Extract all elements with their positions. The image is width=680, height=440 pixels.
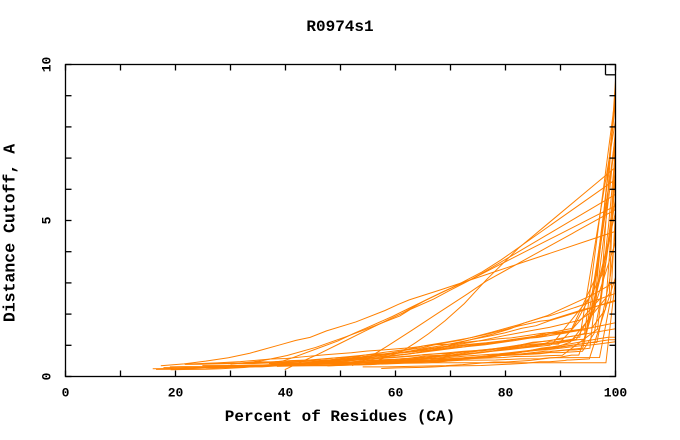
svg-text:5: 5	[40, 216, 55, 224]
svg-text:0: 0	[40, 372, 55, 380]
svg-text:0: 0	[62, 386, 70, 401]
svg-text:40: 40	[278, 386, 294, 401]
svg-text:100: 100	[604, 386, 628, 401]
svg-text:80: 80	[498, 386, 514, 401]
svg-text:60: 60	[388, 386, 404, 401]
svg-text:10: 10	[40, 57, 55, 73]
svg-text:20: 20	[168, 386, 184, 401]
